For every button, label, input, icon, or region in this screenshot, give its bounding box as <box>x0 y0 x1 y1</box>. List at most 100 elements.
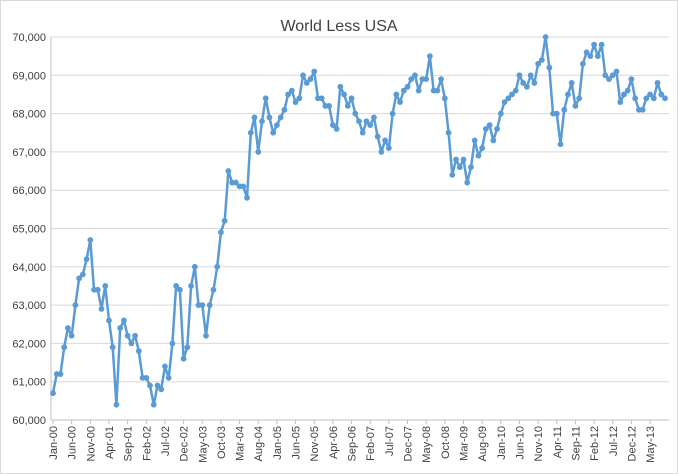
y-tick-label: 61,000 <box>12 377 46 389</box>
data-point <box>79 271 86 278</box>
y-tick-label: 69,000 <box>12 70 46 82</box>
x-tick-label: Aug-04 <box>253 426 265 461</box>
data-point <box>583 49 590 56</box>
x-tick-label: Apr-06 <box>328 426 340 459</box>
data-point <box>341 91 347 98</box>
data-point <box>94 286 101 293</box>
data-point <box>404 83 411 90</box>
x-tick-label: Feb-12 <box>589 426 601 461</box>
data-point <box>591 41 597 48</box>
data-point <box>117 325 124 331</box>
data-point <box>557 141 564 148</box>
data-point <box>568 80 575 86</box>
y-tick-label: 67,000 <box>12 147 46 159</box>
data-point <box>628 76 635 83</box>
data-point <box>438 76 444 83</box>
y-tick-label: 66,000 <box>12 185 46 197</box>
data-point <box>501 99 508 106</box>
data-point <box>106 317 112 324</box>
data-point <box>356 118 362 125</box>
y-tick-label: 62,000 <box>12 338 46 350</box>
data-point <box>135 348 142 354</box>
data-point <box>247 129 254 136</box>
data-point <box>456 164 463 171</box>
gridlines <box>51 36 669 383</box>
data-point <box>214 263 221 270</box>
data-point <box>173 283 180 289</box>
data-point <box>344 103 351 109</box>
x-tick-label: Jul-07 <box>384 426 396 456</box>
data-point <box>176 286 183 293</box>
x-tick-label: Oct-03 <box>216 426 228 459</box>
data-point <box>639 106 646 113</box>
data-point <box>225 168 232 174</box>
data-point <box>580 60 586 67</box>
x-tick-label: Sep-06 <box>347 426 359 461</box>
data-point <box>329 122 336 128</box>
data-point <box>109 344 116 351</box>
data-point <box>281 106 288 113</box>
x-tick-label: Sep-01 <box>123 426 135 461</box>
series-world-less-usa <box>50 34 668 408</box>
x-tick-label: Apr-11 <box>552 426 564 458</box>
data-point <box>602 72 609 79</box>
data-point <box>221 217 228 224</box>
data-point <box>441 95 448 102</box>
data-point <box>658 91 665 98</box>
y-tick-label: 65,000 <box>12 224 46 236</box>
y-axis-tick-labels: 60,000 61,000 62,000 63,000 64,000 65,000 66,0… <box>12 32 46 427</box>
data-point <box>643 95 650 102</box>
x-tick-label: Dec-07 <box>403 426 415 461</box>
data-point <box>292 99 299 106</box>
data-point <box>647 91 653 98</box>
data-point <box>400 87 407 94</box>
data-point <box>303 80 310 86</box>
data-point <box>218 229 224 236</box>
data-point <box>326 103 333 109</box>
data-point <box>509 91 515 98</box>
data-point <box>527 72 534 79</box>
data-point <box>307 76 314 83</box>
series-line <box>51 35 666 406</box>
data-point <box>486 122 493 128</box>
data-point <box>124 332 131 339</box>
data-point <box>147 382 153 389</box>
data-point <box>460 156 467 163</box>
data-point <box>415 87 422 94</box>
data-point <box>232 179 239 186</box>
data-point <box>464 179 471 186</box>
data-point <box>453 156 459 163</box>
data-point <box>594 53 601 60</box>
data-point <box>128 340 135 347</box>
y-tick-label: 63,000 <box>12 300 46 312</box>
x-tick-label: May-13 <box>645 426 657 463</box>
data-point <box>259 118 265 125</box>
data-point <box>154 382 161 389</box>
x-tick-label: Nov-10 <box>533 426 545 461</box>
x-tick-label: Jun-10 <box>514 426 526 460</box>
data-point <box>393 91 400 98</box>
x-tick-label: Aug-09 <box>477 426 489 461</box>
data-point <box>598 41 605 48</box>
data-point <box>87 237 94 243</box>
data-point <box>184 344 191 351</box>
x-tick-label: Jan-10 <box>496 426 508 460</box>
data-point <box>98 306 105 312</box>
x-tick-label: Dec-02 <box>179 426 191 461</box>
x-tick-label: Jul-12 <box>608 426 620 456</box>
data-point <box>378 149 385 155</box>
x-tick-label: Jun-00 <box>67 426 79 460</box>
chart-title: World Less USA <box>280 18 397 35</box>
x-tick-label: Feb-07 <box>365 426 377 461</box>
data-point <box>408 76 415 83</box>
data-point <box>210 286 217 293</box>
data-point <box>565 91 571 98</box>
data-point <box>121 317 127 324</box>
data-point <box>285 91 291 98</box>
data-point <box>363 118 370 125</box>
data-point <box>318 95 325 102</box>
data-point <box>382 137 389 144</box>
data-point <box>524 83 530 90</box>
